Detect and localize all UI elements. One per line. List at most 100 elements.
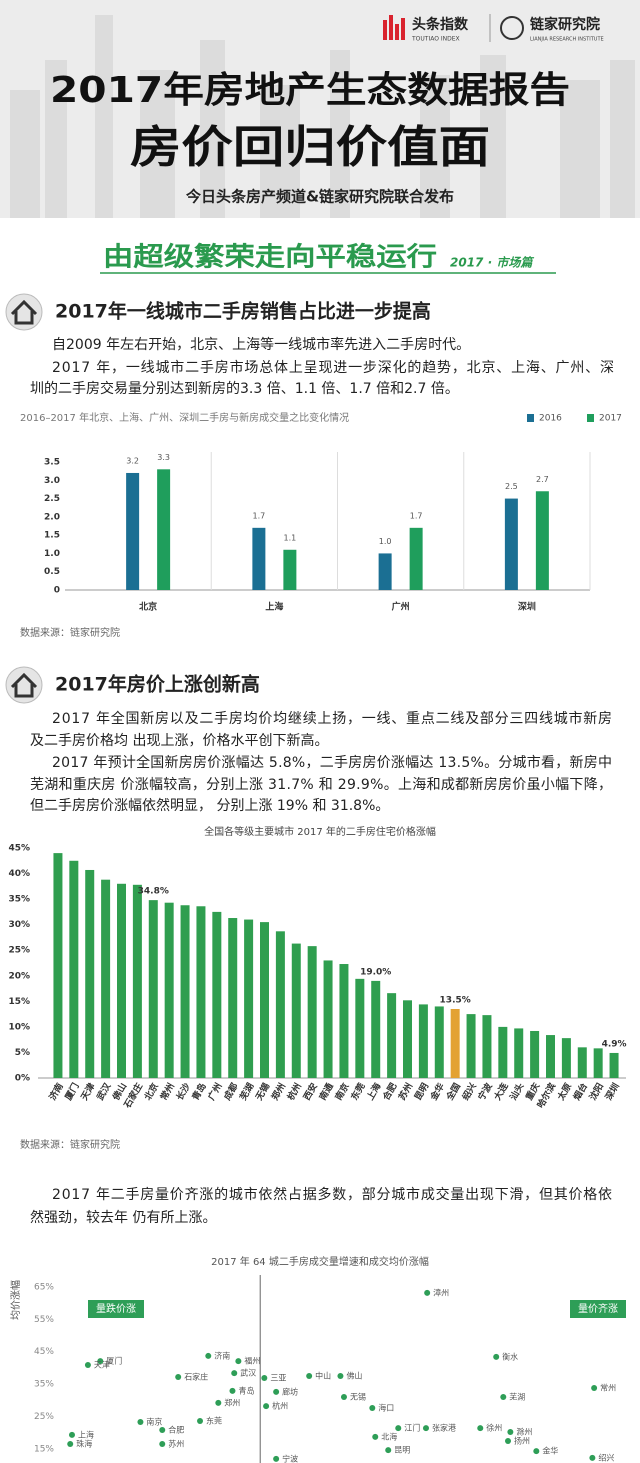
point bbox=[500, 1394, 507, 1401]
x-tick-label: 天津 bbox=[78, 1081, 97, 1103]
value-label: 3.3 bbox=[157, 453, 170, 462]
point bbox=[422, 1425, 429, 1432]
point bbox=[97, 1358, 104, 1365]
point bbox=[589, 1454, 596, 1461]
point-label: 芜湖 bbox=[509, 1392, 525, 1402]
y-tick-label: 15% bbox=[34, 1444, 54, 1454]
point bbox=[306, 1373, 313, 1379]
point bbox=[159, 1440, 166, 1447]
bar bbox=[196, 906, 206, 1078]
paragraph-line: 及二手房价格均 出现上涨，价格水平创下新高。 bbox=[30, 732, 328, 749]
x-tick-label: 金华 bbox=[427, 1081, 447, 1103]
bar bbox=[609, 1052, 619, 1078]
value-label: 2.7 bbox=[536, 475, 549, 484]
point bbox=[337, 1373, 344, 1379]
point bbox=[137, 1418, 144, 1425]
x-tick-label: 武汉 bbox=[94, 1080, 114, 1102]
x-tick-label: 常州 bbox=[158, 1081, 177, 1103]
bar bbox=[514, 1028, 524, 1078]
bar bbox=[85, 869, 95, 1078]
paragraph-line: 2017 年全国新房以及二手房均价均继续上扬，一线、重点二线及部分三四线城市新房 bbox=[52, 710, 612, 727]
chart-title: 2016–2017 年北京、上海、广州、深圳二手房与新房成交量之比变化情况 bbox=[20, 411, 349, 424]
bar bbox=[148, 900, 158, 1078]
point bbox=[67, 1440, 74, 1447]
bar bbox=[53, 853, 63, 1078]
paragraph-line: 2017 年二手房量价齐涨的城市依然占据多数，部分城市成交量出现下滑，但其价格依 bbox=[52, 1186, 612, 1203]
legend-swatch bbox=[527, 414, 534, 422]
point-label: 合肥 bbox=[168, 1425, 184, 1435]
bar bbox=[561, 1038, 571, 1078]
point bbox=[493, 1353, 500, 1360]
y-tick-label: 2.5 bbox=[44, 494, 60, 504]
quadrant-box bbox=[570, 1300, 626, 1318]
point bbox=[533, 1448, 540, 1455]
y-tick-label: 45% bbox=[34, 1347, 54, 1357]
x-tick-label: 济南 bbox=[46, 1081, 65, 1103]
x-tick-label: 郑州 bbox=[269, 1081, 288, 1103]
point-label: 上海 bbox=[78, 1429, 94, 1439]
bar bbox=[530, 1030, 540, 1078]
quadrant-box bbox=[88, 1300, 144, 1318]
bar bbox=[228, 918, 238, 1078]
point bbox=[273, 1455, 280, 1462]
bar bbox=[387, 993, 397, 1078]
x-tick-label: 上海 bbox=[265, 601, 283, 613]
y-tick-label: 25% bbox=[8, 946, 30, 956]
paragraph-line: 2017 年预计全国新房房价涨幅达 5.8%，二手房房价涨幅达 13.5%。分城… bbox=[52, 754, 612, 771]
bar bbox=[482, 1015, 492, 1078]
bar bbox=[291, 943, 301, 1078]
point bbox=[424, 1289, 431, 1296]
y-tick-label: 15% bbox=[8, 997, 30, 1007]
bar bbox=[546, 1035, 555, 1078]
point bbox=[84, 1361, 91, 1368]
point-label: 郑州 bbox=[224, 1397, 240, 1407]
bar bbox=[355, 978, 365, 1078]
value-label: 3.2 bbox=[126, 456, 139, 465]
paragraph-line: 圳的二手房交易量分别达到新房的3.3 倍、1.1 倍、1.7 倍和2.7 倍。 bbox=[30, 380, 459, 397]
bar bbox=[466, 1014, 476, 1078]
quadrant-label: 量价齐涨 bbox=[578, 1302, 618, 1315]
point-label: 滁州 bbox=[516, 1426, 532, 1436]
bar bbox=[577, 1047, 587, 1078]
x-tick-label: 杭州 bbox=[285, 1081, 304, 1103]
point-label: 佛山 bbox=[346, 1371, 362, 1381]
x-tick-label: 成都 bbox=[221, 1081, 240, 1103]
point bbox=[229, 1387, 236, 1394]
bar bbox=[378, 553, 392, 590]
point-label: 扬州 bbox=[514, 1436, 530, 1446]
y-tick-label: 45% bbox=[8, 844, 30, 854]
point bbox=[68, 1431, 75, 1438]
y-tick-label: 20% bbox=[8, 971, 30, 981]
banner-tag: 2017 · 市场篇 bbox=[450, 256, 534, 270]
point bbox=[340, 1394, 347, 1401]
point-label: 厦门 bbox=[106, 1356, 122, 1366]
y-tick-label: 1.5 bbox=[44, 531, 60, 541]
point-label: 苏州 bbox=[168, 1438, 184, 1448]
point-label: 江门 bbox=[404, 1423, 420, 1433]
x-tick-label: 深圳 bbox=[602, 1081, 621, 1103]
y-tick-label: 0 bbox=[54, 586, 60, 596]
bar bbox=[164, 902, 174, 1078]
point-label: 无锡 bbox=[350, 1393, 366, 1402]
main-title: 2017年房地产生态数据报告 bbox=[50, 70, 570, 111]
bar bbox=[307, 946, 317, 1078]
y-tick-label: 30% bbox=[8, 920, 30, 930]
chart-title: 2017 年 64 城二手房成交量增速和成交均价涨幅 bbox=[211, 1255, 429, 1268]
point bbox=[175, 1373, 182, 1380]
value-label: 19.0% bbox=[360, 967, 391, 977]
bar bbox=[535, 491, 549, 590]
point bbox=[395, 1425, 402, 1432]
logo-subtext: TOUTIAO INDEX bbox=[411, 36, 460, 43]
bar bbox=[504, 498, 518, 590]
y-tick-label: 10% bbox=[8, 1022, 30, 1032]
point bbox=[477, 1425, 484, 1432]
bar bbox=[260, 922, 269, 1078]
point-label: 常州 bbox=[600, 1383, 616, 1392]
point bbox=[205, 1352, 212, 1359]
y-tick-label: 1.0 bbox=[44, 549, 60, 559]
bar bbox=[117, 883, 126, 1078]
x-tick-label: 全国 bbox=[443, 1081, 463, 1103]
legend-label: 2016 bbox=[539, 414, 562, 424]
y-tick-label: 5% bbox=[15, 1048, 30, 1058]
